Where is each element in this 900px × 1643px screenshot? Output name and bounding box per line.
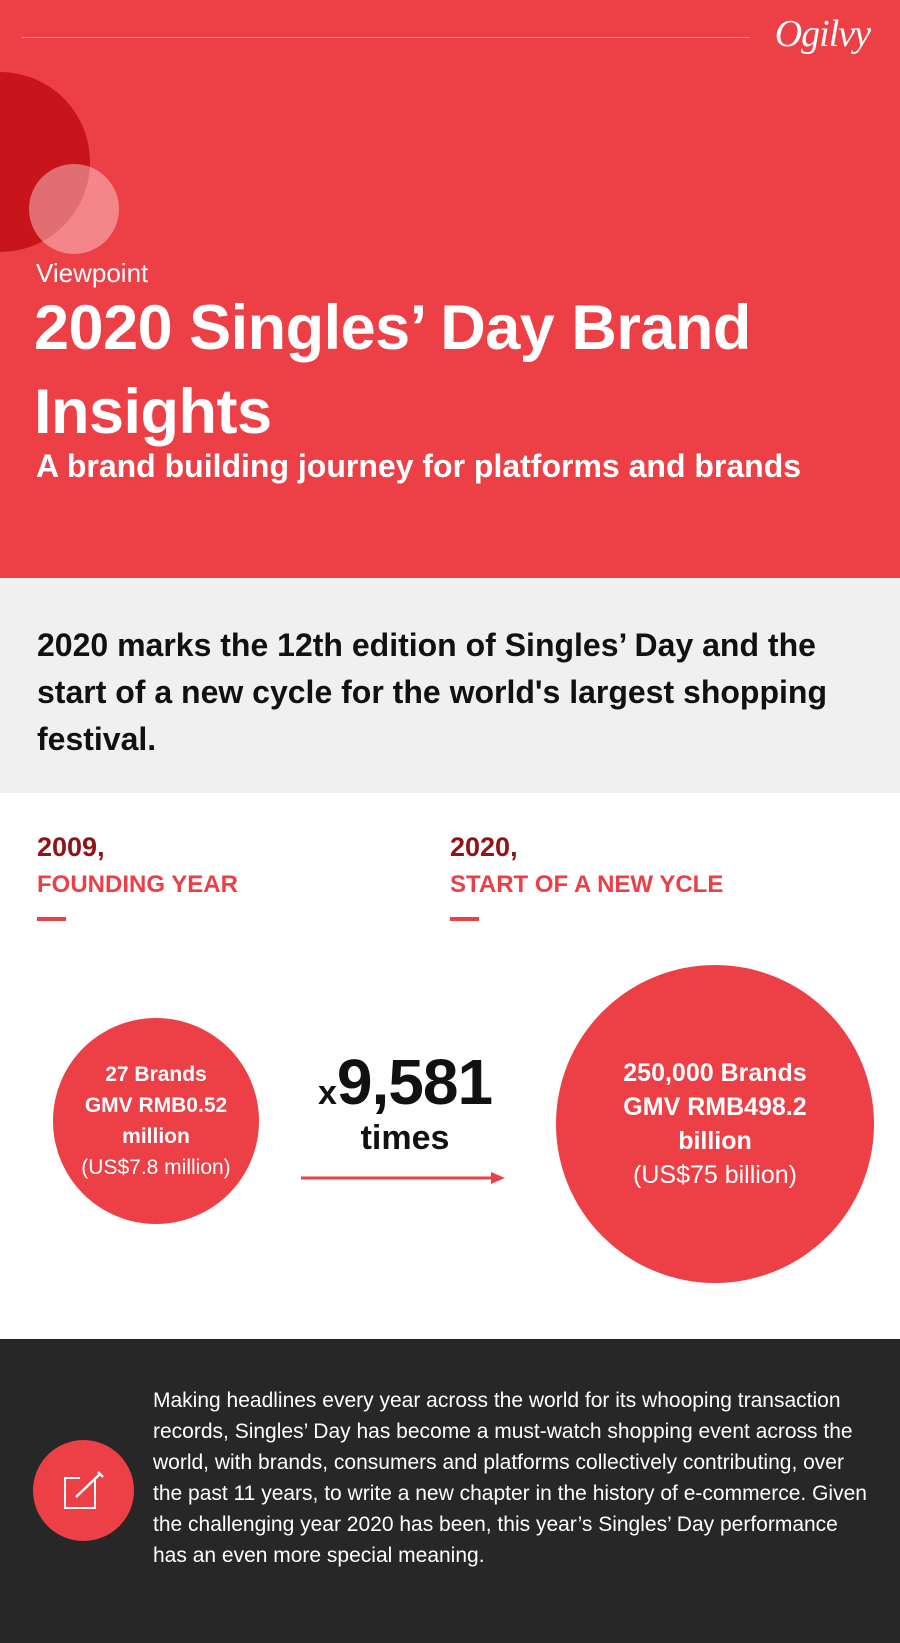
stat-gmv: GMV RMB498.2 billion — [623, 1093, 807, 1155]
multiplier-prefix: x — [317, 1074, 337, 1112]
intro-section: 2020 marks the 12th edition of Singles’ … — [0, 578, 900, 793]
milestone-year: 2020, — [450, 832, 518, 862]
edit-icon — [63, 1470, 104, 1509]
footer-paragraph: Making headlines every year across the w… — [153, 1389, 867, 1567]
milestone-year: 2009, — [37, 832, 105, 862]
decorative-circle-light — [29, 164, 119, 254]
stat-usd: (US$7.8 million) — [81, 1156, 231, 1179]
growth-multiplier: x9,581 times — [290, 1045, 520, 1158]
stat-usd: (US$75 billion) — [633, 1161, 797, 1189]
stat-brands: 27 Brands — [105, 1063, 207, 1086]
milestone-label: START OF A NEW YCLE — [450, 871, 724, 898]
stat-brands: 250,000 Brands — [623, 1059, 807, 1087]
brand-logo: Ogilvy — [774, 13, 871, 55]
milestone-dash — [37, 917, 66, 921]
page-title: 2020 Singles’ Day Brand Insights — [34, 293, 751, 447]
header-divider — [22, 37, 750, 38]
stat-bubble-2020: 250,000 Brands GMV RMB498.2 billion (US$… — [556, 965, 874, 1283]
milestone-dash — [450, 917, 479, 921]
hero-banner: Ogilvy Viewpoint 2020 Singles’ Day Brand… — [0, 0, 900, 578]
stat-gmv: GMV RMB0.52 million — [84, 1094, 228, 1148]
stat-bubble-2009: 27 Brands GMV RMB0.52 million (US$7.8 mi… — [53, 1018, 259, 1224]
edit-icon-badge — [33, 1440, 134, 1541]
intro-text: 2020 marks the 12th edition of Singles’ … — [37, 627, 827, 757]
footer-section — [0, 1339, 900, 1643]
arrow-right-icon — [301, 1172, 505, 1184]
milestone-founding: 2009, FOUNDING YEAR — [37, 832, 417, 921]
multiplier-unit: times — [360, 1119, 450, 1157]
multiplier-value: 9,581 — [336, 1046, 493, 1118]
page-subtitle: A brand building journey for platforms a… — [36, 448, 802, 484]
hero-kicker: Viewpoint — [36, 258, 149, 288]
milestone-new-cycle: 2020, START OF A NEW YCLE — [450, 832, 830, 921]
milestone-label: FOUNDING YEAR — [37, 871, 238, 898]
